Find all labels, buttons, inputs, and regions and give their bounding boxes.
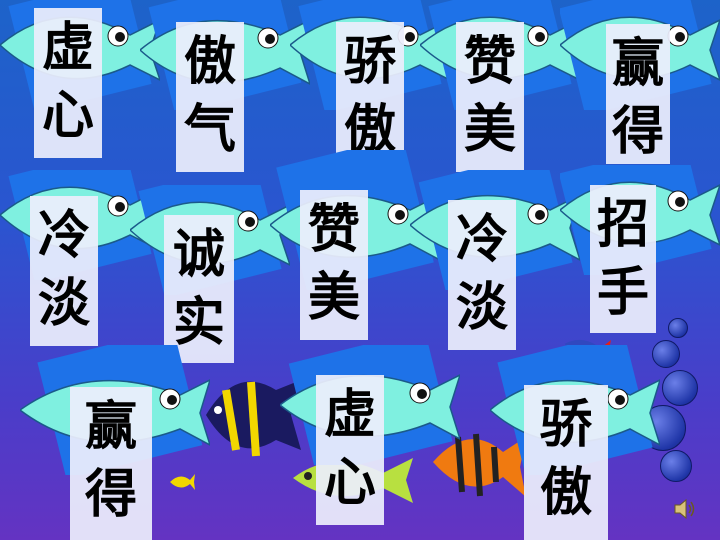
word-tile[interactable]: 赞 美 bbox=[420, 0, 580, 180]
word-card-jiaoao[interactable]: 骄 傲 bbox=[336, 22, 404, 170]
word-card-zhaoshou[interactable]: 招 手 bbox=[590, 185, 656, 333]
word-tile[interactable]: 冷 淡 bbox=[410, 170, 580, 355]
word-tile[interactable]: 赢 得 bbox=[20, 345, 210, 540]
word-char: 心 bbox=[41, 86, 94, 146]
word-char: 淡 bbox=[455, 278, 508, 338]
word-char: 冷 bbox=[37, 206, 90, 266]
word-card-aoqi[interactable]: 傲 气 bbox=[176, 22, 244, 172]
word-tile[interactable]: 傲 气 bbox=[140, 0, 310, 180]
word-char: 心 bbox=[323, 453, 376, 513]
word-char: 冷 bbox=[455, 210, 508, 270]
word-tile[interactable]: 虚 心 bbox=[280, 345, 460, 530]
word-char: 赢 bbox=[84, 397, 137, 457]
word-tile[interactable]: 招 手 bbox=[560, 165, 720, 340]
word-char: 诚 bbox=[172, 225, 225, 285]
word-char: 美 bbox=[307, 268, 360, 328]
word-tile[interactable]: 骄 傲 bbox=[490, 345, 660, 540]
word-char: 气 bbox=[183, 100, 236, 160]
word-card-jiaoao-2[interactable]: 骄 傲 bbox=[524, 385, 608, 540]
angelfish-icon bbox=[206, 380, 301, 457]
small-fish-icon bbox=[170, 474, 195, 490]
word-tile[interactable]: 赢 得 bbox=[560, 0, 720, 175]
word-card-xuxin[interactable]: 虚 心 bbox=[34, 8, 102, 158]
word-card-xuxin-2[interactable]: 虚 心 bbox=[316, 375, 384, 525]
bubble-icon bbox=[662, 370, 698, 406]
word-card-lengdan-2[interactable]: 冷 淡 bbox=[448, 200, 516, 350]
word-char: 得 bbox=[611, 102, 664, 162]
word-char: 傲 bbox=[183, 32, 236, 92]
word-char: 赢 bbox=[611, 34, 664, 94]
word-card-zanmei[interactable]: 赞 美 bbox=[456, 22, 524, 172]
word-tile[interactable]: 骄 傲 bbox=[290, 0, 450, 175]
bubble-icon bbox=[668, 318, 688, 338]
word-card-yingde-2[interactable]: 赢 得 bbox=[70, 387, 152, 540]
word-tile[interactable]: 冷 淡 bbox=[0, 170, 160, 350]
word-char: 招 bbox=[596, 195, 649, 255]
word-char: 手 bbox=[596, 263, 649, 323]
bubble-icon bbox=[652, 340, 680, 368]
word-card-zanmei-2[interactable]: 赞 美 bbox=[300, 190, 368, 340]
bubble-icon bbox=[660, 450, 692, 482]
speaker-icon[interactable] bbox=[672, 496, 698, 522]
word-char: 赞 bbox=[463, 32, 516, 92]
word-tile[interactable]: 虚 心 bbox=[0, 0, 160, 175]
word-char: 骄 bbox=[539, 395, 592, 455]
striped-fish-icon bbox=[433, 433, 526, 497]
word-card-yingde[interactable]: 赢 得 bbox=[606, 24, 670, 164]
word-char: 虚 bbox=[323, 385, 376, 445]
word-tile[interactable]: 诚 实 bbox=[130, 185, 290, 365]
word-char: 赞 bbox=[307, 200, 360, 260]
word-char: 傲 bbox=[539, 463, 592, 523]
word-card-lengdan[interactable]: 冷 淡 bbox=[30, 196, 98, 346]
word-char: 美 bbox=[463, 100, 516, 160]
word-char: 虚 bbox=[41, 18, 94, 78]
word-card-chengshi[interactable]: 诚 实 bbox=[164, 215, 234, 363]
word-char: 得 bbox=[84, 465, 137, 525]
word-tile[interactable]: 赞 美 bbox=[270, 150, 440, 350]
word-char: 骄 bbox=[343, 32, 396, 92]
word-char: 淡 bbox=[37, 274, 90, 334]
word-char: 实 bbox=[172, 293, 225, 353]
